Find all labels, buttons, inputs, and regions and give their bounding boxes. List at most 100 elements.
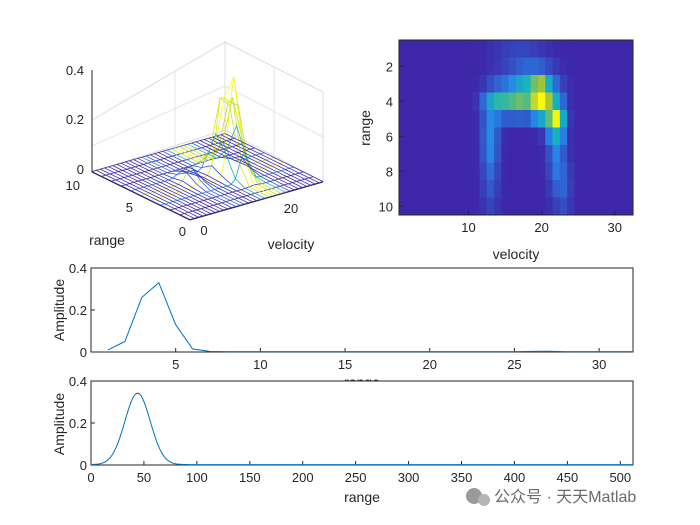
heatmap-y-tick: 10 [379, 199, 393, 214]
heatmap-cell [501, 197, 510, 216]
heatmap-cell [523, 162, 532, 181]
heatmap-cell [559, 127, 568, 146]
heatmap-cell [603, 57, 612, 76]
heatmap-cell [435, 162, 444, 181]
heatmap-cell [428, 162, 436, 181]
heatmap-cell [428, 40, 436, 58]
heatmap-cell [603, 127, 612, 146]
heatmap-cell [567, 40, 575, 58]
heatmap-cell [428, 197, 436, 216]
heatmap-cell [457, 110, 466, 128]
surface-z-tick: 0 [77, 162, 84, 177]
heatmap-cell [399, 145, 407, 163]
heatmap-cell [479, 92, 488, 111]
line-plot-512-series [92, 392, 633, 466]
heatmap-cell [508, 197, 517, 216]
heatmap-cell [508, 57, 517, 76]
heatmap-x-tick: 20 [534, 220, 548, 235]
heatmap-cell [428, 145, 436, 163]
heatmap-cell [472, 110, 480, 128]
heatmap-cell [530, 40, 539, 58]
heatmap-cell [413, 180, 422, 198]
heatmap-cell [545, 92, 553, 111]
watermark-text: 公众号 · 天天Matlab [494, 488, 636, 506]
heatmap-cell [537, 40, 546, 58]
heatmap-cell [523, 145, 532, 163]
heatmap-cell [516, 180, 524, 198]
heatmap-cell [508, 75, 517, 93]
x-tick: 350 [451, 470, 473, 485]
heatmap-cell [428, 180, 436, 198]
heatmap-cell [413, 145, 422, 163]
heatmap-cell [574, 127, 583, 146]
line-plot-512-frame [90, 380, 634, 466]
heatmap-cell [625, 57, 634, 76]
heatmap-cell [596, 197, 605, 216]
heatmap-cell [479, 145, 488, 163]
surface-mesh-line [204, 139, 303, 188]
heatmap-cell [574, 197, 583, 216]
heatmap-cell [406, 197, 415, 216]
x-tick: 500 [609, 470, 631, 485]
x-tick: 0 [87, 470, 94, 485]
heatmap-cell [530, 180, 539, 198]
heatmap-cell [501, 57, 510, 76]
heatmap-cell [486, 110, 495, 128]
heatmap-cell [442, 180, 451, 198]
heatmap-cell [530, 162, 539, 181]
heatmap-cell [420, 127, 429, 146]
heatmap-cell [559, 145, 568, 163]
heatmap-cell [567, 162, 575, 181]
heatmap-cell [581, 40, 590, 58]
heatmap-cell [603, 197, 612, 216]
heatmap-cell [428, 127, 436, 146]
heatmap-cell [611, 145, 619, 163]
heatmap-cell [450, 162, 458, 181]
heatmap-cell [508, 162, 517, 181]
heatmap-cell [523, 75, 532, 93]
x-tick: 25 [507, 357, 521, 372]
x-tick: 400 [504, 470, 526, 485]
heatmap-cell [530, 197, 539, 216]
heatmap-cell [413, 162, 422, 181]
heatmap-cell [589, 75, 597, 93]
heatmap-cell [537, 145, 546, 163]
heatmap-cell [406, 57, 415, 76]
heatmap-cell [516, 57, 524, 76]
heatmap-cell [420, 145, 429, 163]
heatmap-cell [516, 127, 524, 146]
heatmap-cell [435, 57, 444, 76]
heatmap-cell [589, 110, 597, 128]
surface-mesh-line [208, 137, 307, 187]
heatmap-cell [494, 145, 502, 163]
heatmap-cell [420, 180, 429, 198]
wechat-icon-bubble [478, 494, 490, 506]
heatmap-cell [450, 75, 458, 93]
heatmap-cell [618, 145, 627, 163]
heatmap-cell [457, 197, 466, 216]
heatmap-cell [486, 145, 495, 163]
surface-plot: 0.4 0.2 0 10 5 0 0 20 range velocity [66, 41, 324, 252]
surface-mesh-line [112, 165, 211, 214]
heatmap-cell [486, 92, 495, 111]
heatmap-y-tick: 8 [386, 164, 393, 179]
heatmap-cell [552, 145, 561, 163]
heatmap-cell [450, 40, 458, 58]
heatmap-cell [494, 92, 502, 111]
heatmap-cell [450, 110, 458, 128]
heatmap-cell [428, 75, 436, 93]
heatmap-cell [472, 75, 480, 93]
heatmap-cell [516, 40, 524, 58]
heatmap-cell [567, 75, 575, 93]
heatmap-cell [399, 110, 407, 128]
heatmap-cell [523, 180, 532, 198]
heatmap-cell [603, 40, 612, 58]
surface-mesh-line [162, 150, 261, 200]
surface-x-tick: 0 [200, 223, 207, 238]
heatmap-cell [420, 75, 429, 93]
heatmap-cell [523, 92, 532, 111]
heatmap-cell [611, 127, 619, 146]
heatmap-cell [611, 197, 619, 216]
heatmap-cell [442, 197, 451, 216]
